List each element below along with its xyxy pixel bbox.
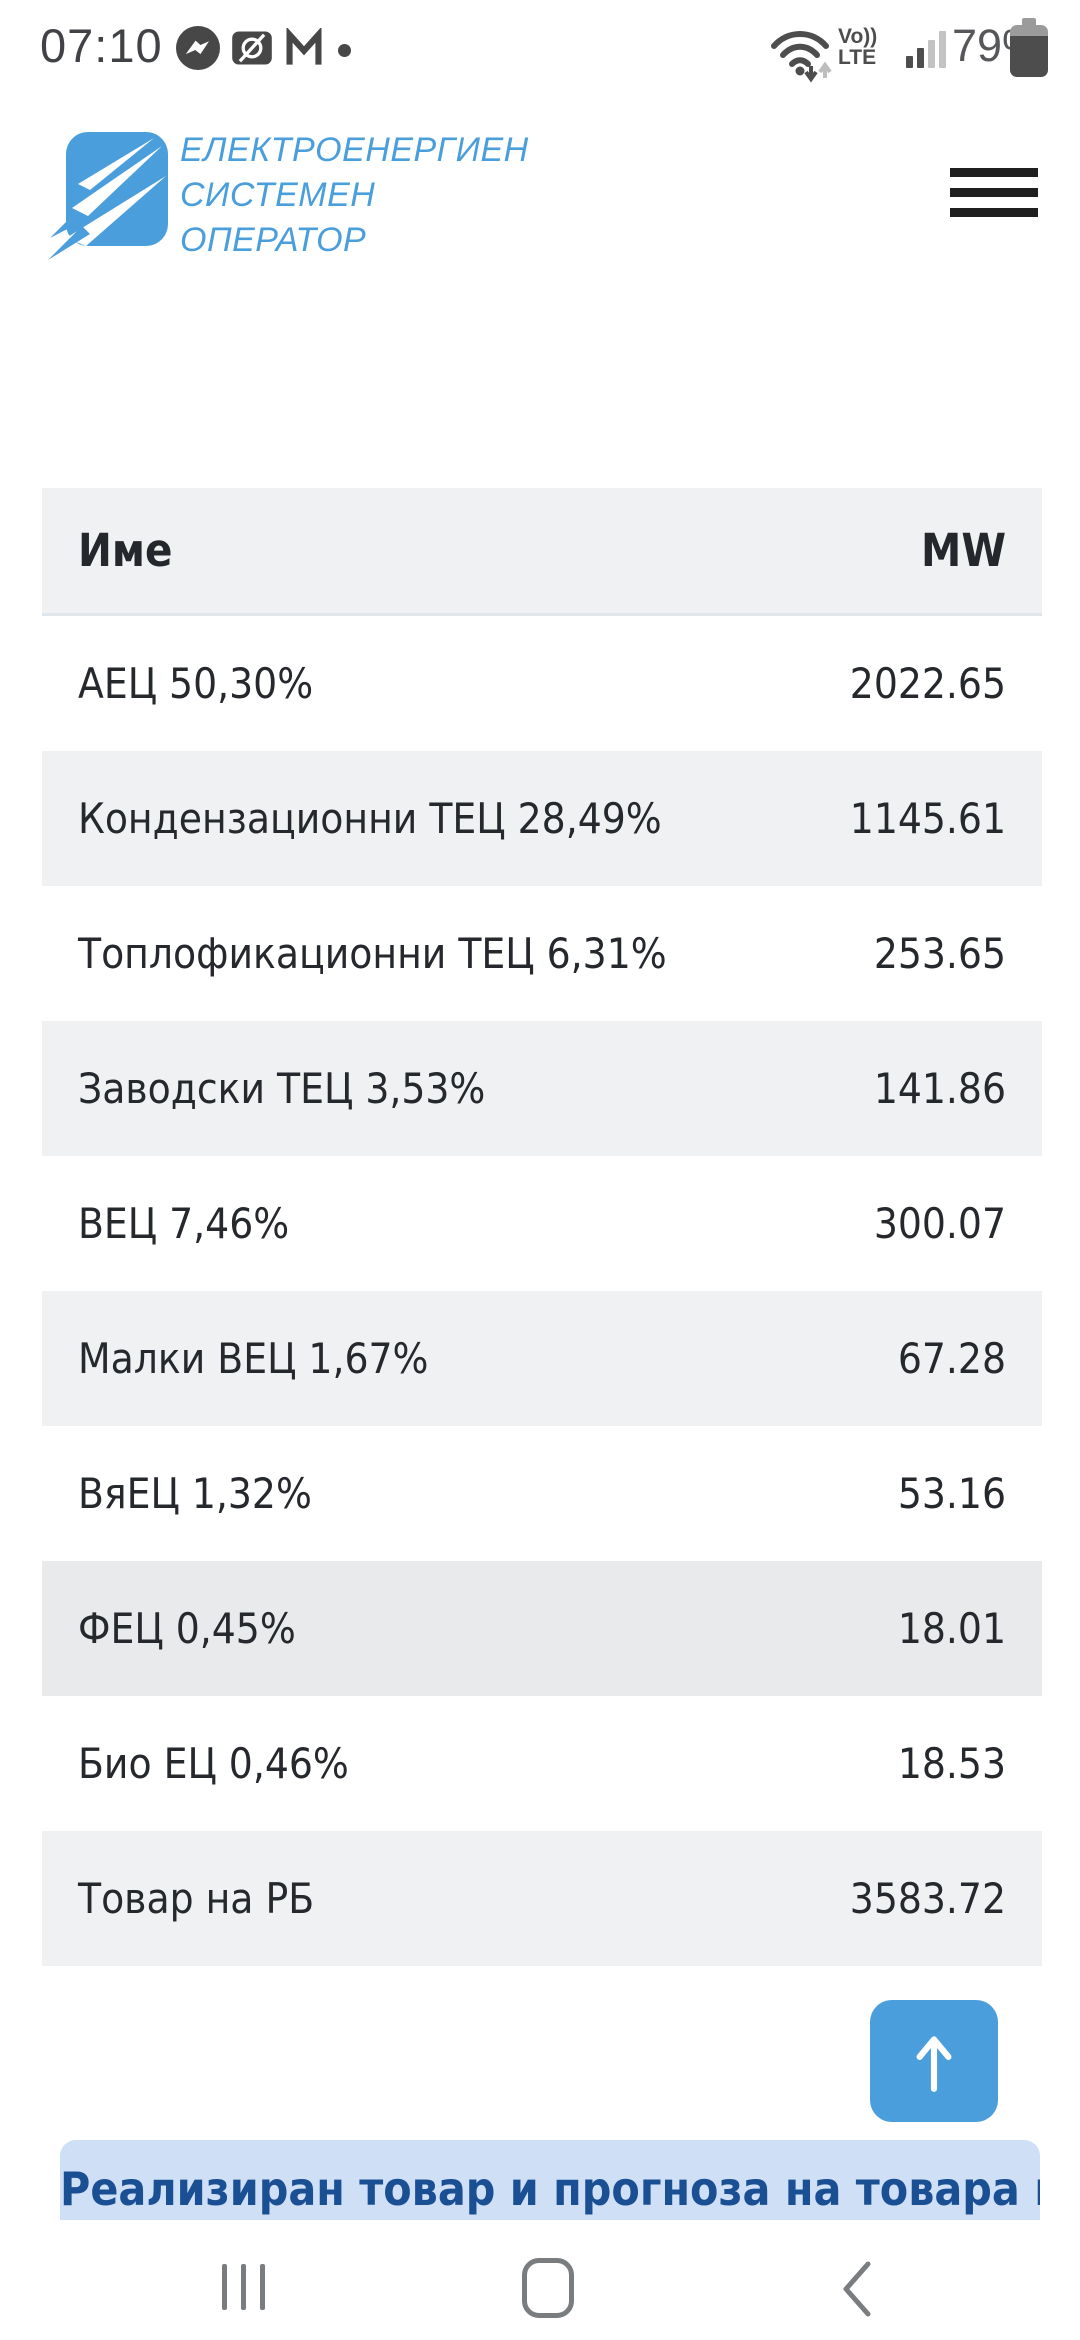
banner-title: Реализиран товар и прогноза на товара в [60,2162,1040,2216]
arrow-up-icon [916,2036,952,2092]
messenger-icon [176,26,220,75]
row-name: Кондензационни ТЕЦ 28,49% [78,794,662,843]
row-name: Заводски ТЕЦ 3,53% [78,1064,486,1113]
wifi-icon [768,22,832,89]
row-value: 53.16 [897,1469,1006,1518]
col-header-name: Име [78,524,173,577]
signal-strength-icon [906,30,948,72]
row-name: ВяЕЦ 1,32% [78,1469,312,1518]
notification-dot [338,44,351,57]
scroll-to-top-button[interactable] [870,2000,998,2122]
camera-app-icon [230,26,274,75]
table-row[interactable]: Био ЕЦ 0,46% 18.53 [42,1696,1042,1831]
row-name: ВЕЦ 7,46% [78,1199,290,1248]
row-name: Био ЕЦ 0,46% [78,1739,349,1788]
clock: 07:10 [40,19,163,72]
table-row[interactable]: ВяЕЦ 1,32% 53.16 [42,1426,1042,1561]
row-value: 3583.72 [849,1874,1006,1923]
generation-table: Име MW АЕЦ 50,30% 2022.65 Кондензационни… [42,488,1042,1966]
eso-logo-text: ЕЛЕКТРОЕНЕРГИЕН СИСТЕМЕН ОПЕРАТОР [180,131,529,259]
status-bar: 07:10 Vo)) LTE [0,0,1080,92]
gmail-icon [284,26,324,73]
table-row[interactable]: Товар на РБ 3583.72 [42,1831,1042,1966]
row-name: Малки ВЕЦ 1,67% [78,1334,429,1383]
row-value: 141.86 [873,1064,1006,1113]
row-value: 18.53 [897,1739,1006,1788]
row-name: Топлофикационни ТЕЦ 6,31% [78,929,667,978]
table-row[interactable]: Заводски ТЕЦ 3,53% 141.86 [42,1021,1042,1156]
row-value: 1145.61 [849,794,1006,843]
row-value: 300.07 [873,1199,1006,1248]
battery-icon [1010,18,1048,78]
table-row[interactable]: ВЕЦ 7,46% 300.07 [42,1156,1042,1291]
recents-icon[interactable] [222,2264,266,2310]
row-value: 18.01 [897,1604,1006,1653]
table-row[interactable]: Малки ВЕЦ 1,67% 67.28 [42,1291,1042,1426]
eso-logo[interactable]: ЕЛЕКТРОЕНЕРГИЕН СИСТЕМЕН ОПЕРАТОР [48,126,668,266]
back-icon[interactable] [838,2260,874,2323]
home-icon[interactable] [522,2258,574,2318]
row-value: 253.65 [873,929,1006,978]
table-row[interactable]: Кондензационни ТЕЦ 28,49% 1145.61 [42,751,1042,886]
android-nav-bar [0,2220,1080,2340]
table-header: Име MW [42,488,1042,616]
table-row[interactable]: Топлофикационни ТЕЦ 6,31% 253.65 [42,886,1042,1021]
row-name: ФЕЦ 0,45% [78,1604,296,1653]
hamburger-menu-icon[interactable] [950,168,1038,218]
row-value: 2022.65 [849,659,1006,708]
eso-logo-mark [48,132,168,260]
table-row[interactable]: АЕЦ 50,30% 2022.65 [42,616,1042,751]
col-header-mw: MW [921,524,1006,577]
table-row[interactable]: ФЕЦ 0,45% 18.01 [42,1561,1042,1696]
volte-icon: Vo)) LTE [838,25,878,69]
row-name: Товар на РБ [78,1874,315,1923]
row-name: АЕЦ 50,30% [78,659,314,708]
row-value: 67.28 [897,1334,1006,1383]
